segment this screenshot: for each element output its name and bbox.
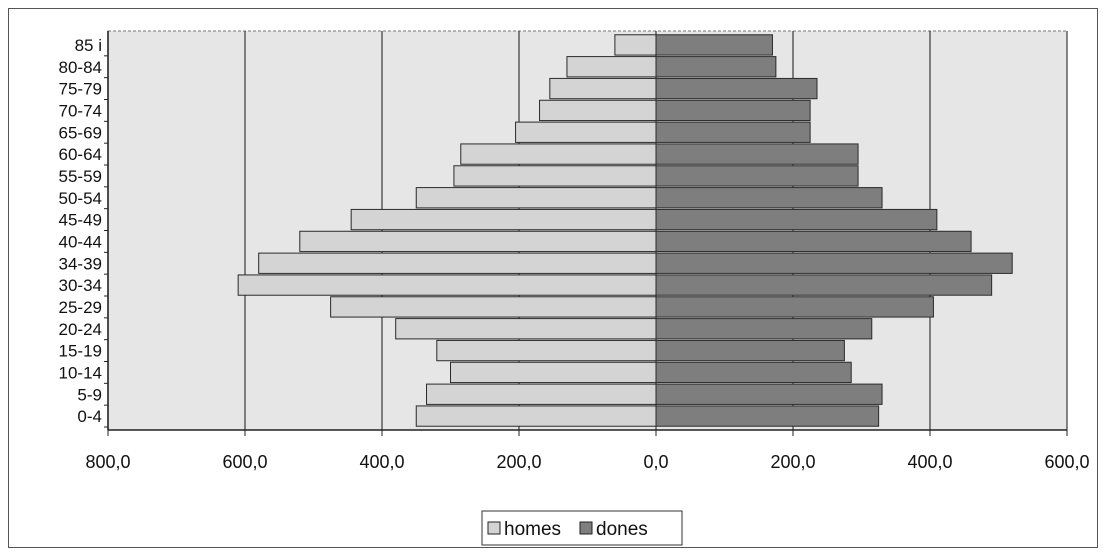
bar-homes-34-39	[258, 252, 657, 274]
category-label: 10-14	[59, 363, 102, 382]
bar-dones-20-24	[655, 318, 873, 340]
category-label: 65-69	[59, 123, 102, 142]
bar-dones-0-4	[655, 405, 880, 427]
category-label: 60-64	[59, 145, 102, 164]
bar-dones-50-54	[655, 187, 883, 209]
bar-dones-25-29	[655, 296, 934, 318]
bar-homes-20-24	[395, 318, 657, 340]
bar-homes-60-64	[460, 143, 657, 165]
category-label: 20-24	[59, 320, 102, 339]
bar-dones-55-59	[655, 165, 859, 187]
x-tick-label: 400,0	[907, 452, 952, 472]
bar-homes-80-84	[566, 56, 657, 78]
category-label: 30-34	[59, 276, 102, 295]
bar-dones-80-84	[655, 56, 777, 78]
chart-frame: 0-4 5-9 10-14 15-19 20-24 25-29 30-34 34-39 40-4…	[8, 8, 1098, 548]
bar-dones-65-69	[655, 121, 811, 143]
category-label: 25-29	[59, 298, 102, 317]
bar-dones-85-i	[655, 34, 773, 56]
legend-swatch-homes	[487, 521, 501, 535]
category-label: 34-39	[59, 254, 102, 273]
bar-homes-70-74	[539, 99, 657, 122]
legend-label-dones: dones	[596, 519, 648, 540]
bar-homes-65-69	[515, 121, 657, 143]
axes: 800,0 600,0 400,0 200,0 0,0 200,0 400,0 600,0	[85, 31, 1090, 472]
bar-homes-0-4	[415, 405, 657, 427]
bar-homes-50-54	[415, 187, 657, 209]
bar-homes-10-14	[450, 361, 657, 384]
bars: 0-4 5-9 10-14 15-19 20-24 25-29 30-34 34-39 40-4…	[59, 34, 1013, 427]
legend-swatch-dones	[579, 521, 593, 535]
legend: homes dones	[481, 510, 683, 546]
bar-homes-30-34	[237, 274, 657, 296]
x-tick-label: 400,0	[359, 452, 404, 472]
bar-homes-45-49	[350, 208, 657, 231]
x-tick-label: 200,0	[770, 452, 815, 472]
bar-dones-5-9	[655, 383, 883, 405]
bar-homes-85-i	[614, 34, 657, 56]
bar-dones-15-19	[655, 339, 845, 362]
category-label: 15-19	[59, 342, 102, 361]
bar-dones-40-44	[655, 230, 972, 253]
x-tick-label: 800,0	[85, 452, 130, 472]
bar-dones-75-79	[655, 77, 818, 100]
bar-homes-15-19	[436, 339, 657, 362]
x-tick-label: 600,0	[1044, 452, 1089, 472]
legend-label-homes: homes	[504, 519, 561, 540]
category-label: 5-9	[77, 385, 102, 404]
category-label: 85 i	[75, 36, 102, 55]
category-label: 50-54	[59, 189, 102, 208]
category-label: 45-49	[59, 211, 102, 230]
bar-homes-75-79	[549, 77, 657, 100]
bar-dones-60-64	[655, 143, 859, 165]
bar-dones-34-39	[655, 252, 1013, 274]
bar-dones-45-49	[655, 208, 938, 231]
bar-dones-70-74	[655, 99, 811, 122]
category-label: 80-84	[59, 58, 102, 77]
category-label: 40-44	[59, 232, 102, 251]
bar-homes-25-29	[330, 296, 657, 318]
bar-dones-10-14	[655, 361, 852, 384]
category-label: 0-4	[77, 407, 102, 426]
population-pyramid-chart: 0-4 5-9 10-14 15-19 20-24 25-29 30-34 34-39 40-4…	[59, 30, 1090, 546]
x-tick-label: 600,0	[222, 452, 267, 472]
category-label: 70-74	[59, 101, 102, 120]
bar-homes-5-9	[426, 383, 657, 405]
bar-homes-40-44	[299, 230, 657, 253]
category-label: 55-59	[59, 167, 102, 186]
category-label: 75-79	[59, 80, 102, 99]
bar-homes-55-59	[453, 165, 657, 187]
bar-dones-30-34	[655, 274, 993, 296]
x-tick-label: 200,0	[496, 452, 541, 472]
x-tick-label: 0,0	[643, 452, 668, 472]
